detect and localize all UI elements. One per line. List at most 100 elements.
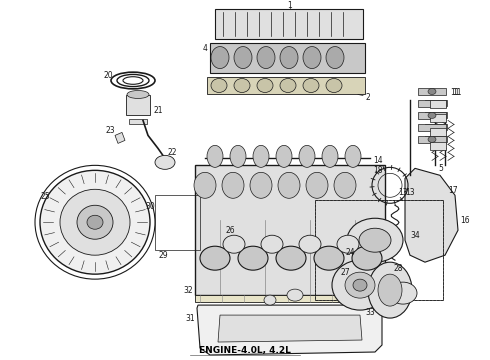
Ellipse shape — [378, 274, 402, 306]
Ellipse shape — [314, 246, 344, 270]
Bar — [210, 42, 365, 72]
Text: 5: 5 — [438, 164, 443, 173]
Bar — [126, 95, 150, 116]
Polygon shape — [405, 168, 458, 262]
Ellipse shape — [222, 172, 244, 198]
Text: 32: 32 — [183, 285, 193, 294]
Text: 33: 33 — [365, 307, 375, 316]
Text: 14: 14 — [373, 156, 383, 165]
Text: 30: 30 — [145, 202, 155, 211]
Bar — [315, 200, 443, 300]
Bar — [418, 89, 446, 95]
Ellipse shape — [352, 246, 382, 270]
Ellipse shape — [368, 262, 412, 318]
Ellipse shape — [261, 235, 283, 253]
Text: 29: 29 — [158, 251, 168, 260]
Ellipse shape — [200, 246, 230, 270]
Ellipse shape — [234, 46, 252, 68]
Text: 4: 4 — [202, 44, 207, 53]
Ellipse shape — [326, 78, 342, 93]
Ellipse shape — [428, 136, 436, 143]
Ellipse shape — [303, 46, 321, 68]
Text: 27: 27 — [341, 267, 350, 276]
Ellipse shape — [332, 260, 388, 310]
Ellipse shape — [264, 295, 276, 305]
Text: 28: 28 — [393, 264, 402, 273]
Ellipse shape — [359, 228, 391, 252]
Text: 2: 2 — [365, 93, 370, 102]
Ellipse shape — [280, 78, 296, 93]
Bar — [425, 100, 447, 107]
Text: ENGINE-4.0L, 4.2L: ENGINE-4.0L, 4.2L — [199, 346, 291, 355]
Bar — [195, 165, 385, 295]
Ellipse shape — [306, 172, 328, 198]
Ellipse shape — [234, 78, 250, 93]
Bar — [425, 112, 447, 118]
Ellipse shape — [253, 145, 269, 167]
Bar — [430, 100, 446, 108]
Bar — [430, 143, 446, 150]
Text: 25: 25 — [40, 192, 50, 201]
Text: 23: 23 — [105, 126, 115, 135]
Text: 20: 20 — [103, 71, 113, 80]
Ellipse shape — [428, 112, 436, 118]
Text: 21: 21 — [153, 106, 163, 115]
Polygon shape — [115, 132, 125, 143]
Bar — [195, 295, 380, 302]
Ellipse shape — [299, 235, 321, 253]
Text: 31: 31 — [185, 314, 195, 323]
Bar — [207, 77, 365, 94]
Text: 18: 18 — [373, 166, 383, 175]
Bar — [418, 125, 446, 131]
Ellipse shape — [334, 172, 356, 198]
Ellipse shape — [223, 235, 245, 253]
Ellipse shape — [194, 172, 216, 198]
Text: 22: 22 — [167, 148, 177, 157]
Bar — [430, 114, 446, 122]
Bar — [418, 100, 446, 107]
Ellipse shape — [303, 78, 319, 93]
Bar — [215, 9, 363, 39]
Ellipse shape — [326, 46, 344, 68]
Text: 1: 1 — [288, 1, 293, 10]
Ellipse shape — [428, 89, 436, 94]
Ellipse shape — [230, 145, 246, 167]
Bar — [129, 120, 147, 125]
Ellipse shape — [276, 246, 306, 270]
Ellipse shape — [87, 215, 103, 229]
Ellipse shape — [77, 205, 113, 239]
Ellipse shape — [337, 235, 359, 253]
Ellipse shape — [238, 246, 268, 270]
Ellipse shape — [345, 145, 361, 167]
Polygon shape — [218, 315, 362, 342]
Ellipse shape — [257, 78, 273, 93]
Text: 16: 16 — [460, 216, 469, 225]
Ellipse shape — [40, 170, 150, 274]
Text: 26: 26 — [225, 226, 235, 235]
Ellipse shape — [345, 272, 375, 298]
Ellipse shape — [276, 145, 292, 167]
Text: 24: 24 — [345, 248, 355, 257]
Ellipse shape — [287, 289, 303, 301]
Ellipse shape — [280, 46, 298, 68]
Ellipse shape — [278, 172, 300, 198]
Bar — [430, 129, 446, 136]
Ellipse shape — [207, 145, 223, 167]
Ellipse shape — [353, 279, 367, 291]
Ellipse shape — [127, 90, 149, 99]
Ellipse shape — [389, 282, 417, 304]
Ellipse shape — [211, 78, 227, 93]
Text: 13: 13 — [405, 188, 415, 197]
Bar — [418, 136, 446, 143]
Ellipse shape — [211, 46, 229, 68]
Polygon shape — [197, 305, 382, 355]
Text: 13: 13 — [398, 188, 408, 197]
Bar — [315, 200, 443, 300]
Text: 17: 17 — [448, 186, 458, 195]
Ellipse shape — [60, 189, 130, 255]
Ellipse shape — [322, 145, 338, 167]
Bar — [425, 125, 447, 130]
Text: 11: 11 — [450, 88, 460, 97]
Bar — [418, 112, 446, 120]
Ellipse shape — [299, 145, 315, 167]
